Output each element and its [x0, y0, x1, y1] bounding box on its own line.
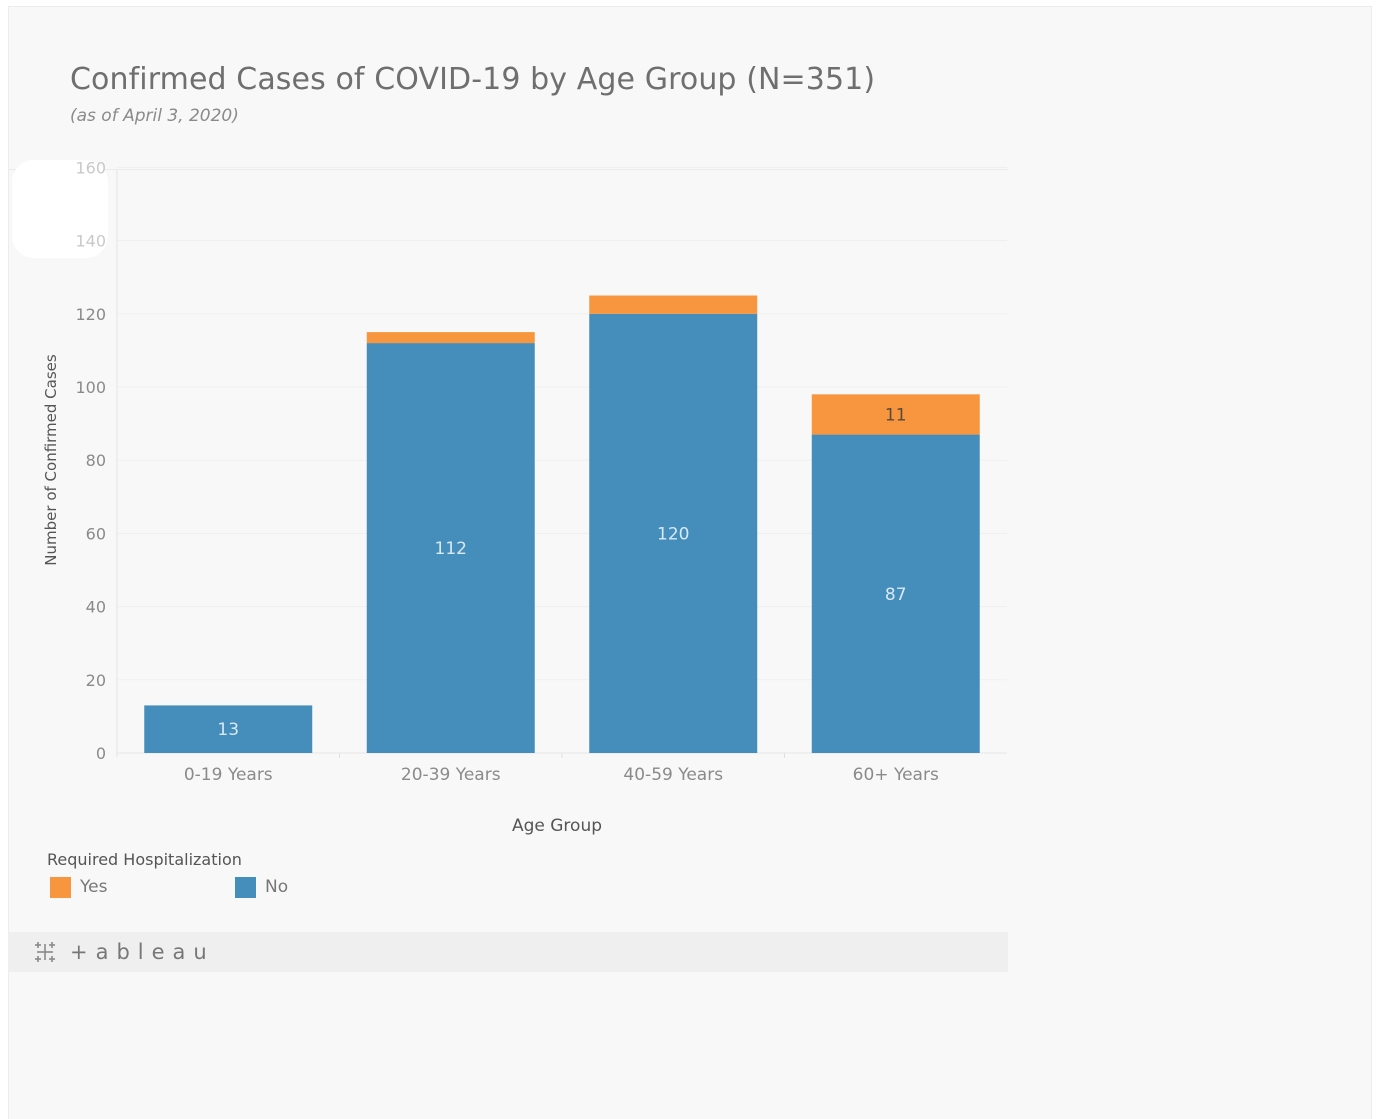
axis-highlight-mask [12, 160, 108, 258]
x-axis-title: Age Group [512, 816, 602, 836]
legend-title: Required Hospitalization [47, 850, 242, 869]
x-tick-label: 60+ Years [853, 765, 939, 785]
legend-label-no: No [265, 877, 289, 897]
y-tick-label: 60 [86, 524, 106, 543]
x-tick-label: 0-19 Years [184, 765, 273, 785]
x-tick-label: 40-59 Years [623, 765, 723, 785]
data-labels: 13 112 120 87 11 [217, 405, 906, 740]
y-tick-label: 20 [86, 671, 106, 690]
bar-segment-yes[interactable] [366, 332, 535, 344]
tableau-footer: +ableau [8, 932, 1008, 972]
data-label: 11 [885, 405, 907, 425]
data-label: 120 [657, 524, 689, 544]
x-tick-label: 20-39 Years [401, 765, 501, 785]
bars [144, 295, 980, 753]
legend-swatch-yes [50, 876, 71, 898]
chart-title: Confirmed Cases of COVID-19 by Age Group… [70, 62, 876, 97]
x-axis-ticks: 0-19 Years 20-39 Years 40-59 Years 60+ Year… [184, 753, 939, 785]
bar-segment-no[interactable] [811, 434, 980, 753]
data-label: 112 [435, 539, 467, 559]
title-divider [8, 169, 1008, 170]
bar-segment-no[interactable] [589, 313, 758, 753]
chart-subtitle: (as of April 3, 2020) [70, 106, 239, 126]
tableau-wordmark[interactable]: +ableau [70, 940, 215, 964]
y-tick-label: 0 [96, 744, 106, 763]
y-tick-label: 80 [86, 451, 106, 470]
y-tick-label: 160 [75, 158, 106, 177]
legend-label-yes: Yes [80, 877, 108, 897]
legend-item-yes[interactable]: Yes [50, 876, 107, 898]
y-tick-label: 40 [86, 598, 106, 617]
y-tick-label: 140 [75, 232, 106, 251]
legend-swatch-no [235, 876, 256, 898]
bar-segment-yes[interactable] [811, 394, 980, 435]
tableau-logo-icon[interactable] [32, 939, 58, 965]
legend-item-no[interactable]: No [235, 876, 288, 898]
data-label: 87 [885, 585, 907, 605]
bar-segment-yes[interactable] [589, 295, 758, 314]
y-tick-label: 100 [75, 378, 106, 397]
bar-segment-no[interactable] [144, 705, 313, 753]
data-label: 13 [217, 720, 239, 740]
y-axis-ticks: 0 20 40 60 80 100 120 140 160 [75, 158, 106, 763]
bar-segment-no[interactable] [366, 343, 535, 753]
y-axis-title: Number of Confirmed Cases [42, 354, 60, 566]
y-tick-label: 120 [75, 305, 106, 324]
